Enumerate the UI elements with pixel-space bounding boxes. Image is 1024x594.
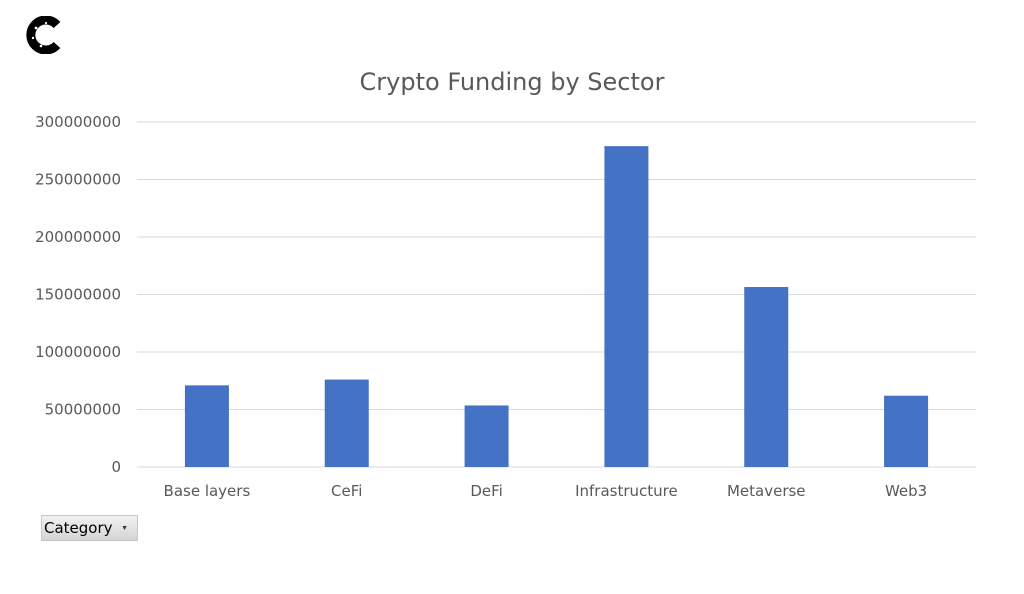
y-tick-label: 300000000 xyxy=(35,113,121,131)
y-tick-label: 0 xyxy=(111,458,121,476)
x-category-label: DeFi xyxy=(470,482,502,500)
bar xyxy=(884,395,929,467)
x-category-label: Web3 xyxy=(885,482,927,500)
c-logo-icon xyxy=(26,16,61,54)
x-category-label: Base layers xyxy=(164,482,251,500)
bar xyxy=(464,405,509,467)
y-tick-label: 200000000 xyxy=(35,228,121,246)
bars xyxy=(184,146,929,467)
bar xyxy=(324,379,369,467)
y-tick-label: 50000000 xyxy=(45,401,121,419)
gridlines xyxy=(137,121,976,468)
y-axis-tick-labels: 0 50000000 100000000 150000000 200000000 2500… xyxy=(35,113,121,476)
bar xyxy=(744,287,789,467)
x-category-label: Infrastructure xyxy=(575,482,678,500)
bar xyxy=(184,385,229,467)
chart-title: Crypto Funding by Sector xyxy=(360,68,665,96)
y-tick-label: 100000000 xyxy=(35,343,121,361)
bar xyxy=(604,146,649,467)
category-filter-label: Category xyxy=(44,519,113,537)
dropdown-arrow-icon: ▼ xyxy=(121,525,128,532)
x-category-label: CeFi xyxy=(331,482,362,500)
x-axis-category-labels: Base layers CeFi DeFi Infrastructure Metaver… xyxy=(164,482,928,500)
x-category-label: Metaverse xyxy=(727,482,806,500)
y-tick-label: 250000000 xyxy=(35,171,121,189)
category-filter-button[interactable]: Category ▼ xyxy=(41,515,138,541)
y-tick-label: 150000000 xyxy=(35,286,121,304)
